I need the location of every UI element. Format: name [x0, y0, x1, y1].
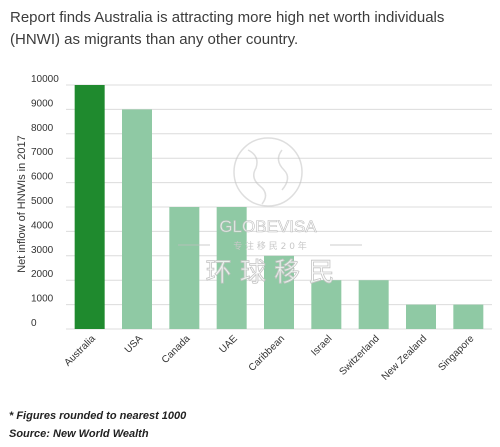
- bar-uae: [216, 207, 247, 329]
- bar-usa: [122, 109, 152, 330]
- bar-canada: [169, 207, 200, 329]
- bar-israel: [311, 280, 342, 329]
- footnote-source: Source: New World Wealth: [9, 428, 149, 440]
- footnote-rounding: * Figures rounded to nearest 1000: [9, 410, 187, 422]
- y-tick-label: 3000: [31, 245, 54, 256]
- y-tick-label: 9000: [31, 98, 54, 109]
- y-tick-label: 5000: [31, 196, 54, 207]
- x-tick-label: UAE: [217, 333, 240, 356]
- bar-switzerland: [358, 280, 389, 329]
- bar-australia: [74, 85, 105, 329]
- y-tick-label: 8000: [31, 123, 54, 134]
- x-tick-label: New Zealand: [380, 333, 429, 382]
- bar-singapore: [453, 304, 484, 329]
- x-tick-label: USA: [123, 333, 146, 356]
- x-tick-label: Israel: [309, 333, 334, 358]
- y-tick-label: 0: [31, 318, 37, 329]
- y-tick-label: 4000: [31, 220, 54, 231]
- x-tick-labels: Australia USA Canada UAE Caribbean Israel Swit…: [62, 333, 476, 383]
- x-tick-label: Australia: [62, 333, 98, 369]
- y-tick-labels: 0 1000 2000 3000 4000 5000 6000 7000 8000 9000 100…: [31, 74, 59, 329]
- x-tick-label: Caribbean: [247, 333, 287, 373]
- x-tick-label: Canada: [160, 333, 193, 366]
- chart-title: Report finds Australia is attracting mor…: [10, 9, 445, 48]
- bar-caribbean: [264, 255, 294, 329]
- x-tick-label: Switzerland: [337, 333, 381, 377]
- y-tick-label: 6000: [31, 172, 54, 183]
- x-tick-label: Singapore: [436, 333, 476, 373]
- y-axis-label: Net inflow of HNWIs in 2017: [16, 135, 28, 273]
- y-tick-label: 10000: [31, 74, 59, 85]
- y-tick-label: 2000: [31, 269, 54, 280]
- y-tick-label: 7000: [31, 147, 54, 158]
- bar-new-zealand: [406, 304, 436, 329]
- y-tick-label: 1000: [31, 294, 54, 305]
- bars: [74, 85, 484, 330]
